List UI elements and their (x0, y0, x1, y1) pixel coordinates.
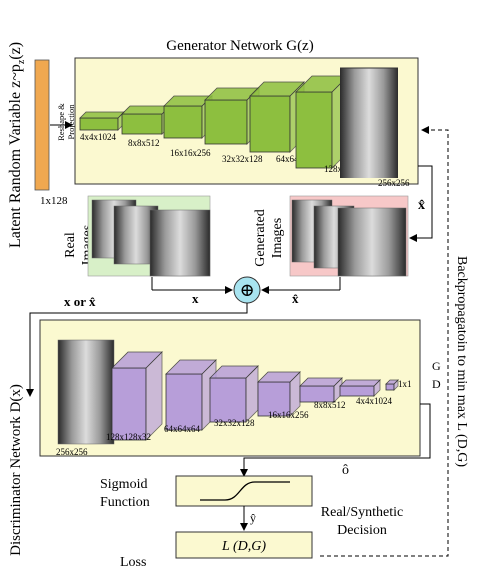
disc-layer-7-top (385, 379, 399, 385)
disc-layer-label-0: 256x256 (56, 447, 88, 457)
generated-images-label: Generated Images (253, 209, 285, 267)
gen-layer-label-0: 4x4x1024 (80, 132, 117, 142)
reshape-label: Reshape &Projection (56, 103, 76, 141)
input-label: x or x̂ (64, 294, 96, 309)
disc-layer-1 (111, 367, 147, 441)
disc-layer-3 (209, 377, 247, 423)
sigmoid-label: Sigmoid Function (100, 477, 150, 510)
generator-layers: 4x4x1024 8x8x512 16x16x256 32x32x128 64x64x6… (79, 75, 369, 174)
disc-layer-label-5: 8x8x512 (314, 400, 346, 410)
disc-input-xray (57, 339, 115, 445)
backprop-d: D (432, 377, 441, 391)
gen-layer-1-top (121, 105, 171, 115)
disc-layer-2-top (165, 359, 217, 375)
gen-layer-5 (295, 91, 333, 169)
gen-layer-4 (249, 95, 291, 153)
gen-layer-label-2: 16x16x256 (170, 148, 211, 158)
sigmoid-curve (200, 481, 290, 501)
disc-layer-4-top (257, 371, 301, 383)
gen-layer-4-top (249, 81, 305, 97)
gen-layer-label-4: 64x64x64 (276, 154, 313, 164)
discriminator-title: Discriminator Network D(x) (8, 384, 24, 556)
disc-layer-label-2: 64x64x64 (164, 424, 201, 434)
latent-label: Latent Random Variable z~pz(z) (7, 42, 27, 248)
latent-vector (34, 59, 50, 191)
real-xray-3 (149, 209, 211, 277)
o-hat-label: ô (342, 463, 349, 478)
loss-formula: L (D,G) (221, 539, 266, 554)
sigmoid-box (175, 475, 313, 507)
gen-layer-1 (121, 113, 163, 135)
disc-layer-3-top (209, 365, 259, 379)
y-hat-label: ŷ (250, 511, 256, 525)
latent-size: 1x128 (40, 195, 68, 207)
decision-label: Real/Synthetic Decision (321, 505, 403, 538)
gen-layer-0-top (79, 111, 125, 119)
disc-layer-4 (257, 381, 291, 417)
generator-title: Generator Network G(z) (166, 38, 313, 54)
disc-layer-7 (385, 383, 395, 391)
backprop-label: Backpropagatoin to min max L (D,G) (454, 256, 469, 467)
gen-xray-3 (337, 207, 407, 277)
gen-layer-label-3: 32x32x128 (222, 154, 263, 164)
combine-symbol: ⊕ (239, 280, 254, 300)
x-label: x (192, 291, 199, 306)
disc-layer-2 (165, 373, 203, 431)
disc-layer-label-3: 32x32x128 (214, 418, 255, 428)
gen-layer-2 (163, 105, 203, 139)
disc-layer-label-4: 16x16x256 (268, 410, 309, 420)
gen-layer-label-1: 8x8x512 (128, 138, 160, 148)
gen-layer-3 (204, 99, 248, 145)
discriminator-layers: 128x128x32 64x64x64 32x32x128 16x16x256 8x8x… (106, 351, 399, 442)
gen-layer-label-6: 256x256 (378, 178, 410, 188)
xhat-label: x̂ (292, 291, 299, 306)
disc-layer-1-top (111, 351, 163, 369)
disc-layer-5-top (299, 377, 343, 387)
loss-label: Loss (120, 555, 146, 570)
loss-box (175, 531, 313, 559)
disc-layer-6-top (339, 379, 381, 387)
generator-output-xray (340, 68, 398, 178)
disc-layer-label-6: 4x4x1024 (356, 396, 393, 406)
gen-layer-0 (79, 117, 119, 131)
disc-layer-6 (339, 385, 375, 397)
disc-layer-label-1: 128x128x32 (106, 432, 151, 442)
backprop-g: G (432, 359, 441, 373)
disc-layer-label-7: 1x1 (398, 379, 412, 389)
generated-side-label: x̂ (418, 198, 425, 213)
